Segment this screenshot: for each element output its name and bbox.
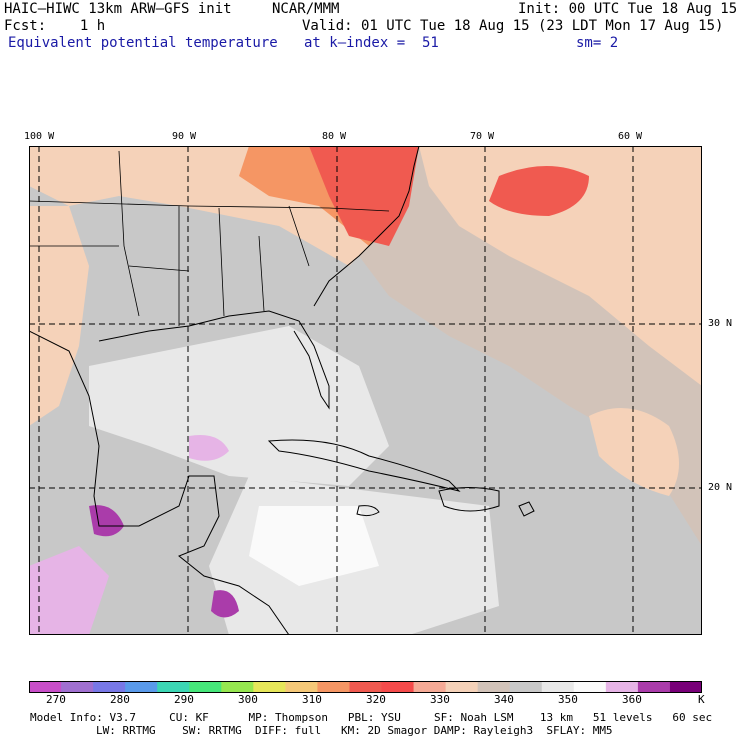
state-borders: [29, 150, 390, 326]
coastline-gulf-north: [98, 310, 330, 410]
lon-label-90w: 90 W: [172, 131, 197, 142]
map-frame: [29, 146, 702, 635]
colorbar-swatch: [61, 681, 94, 693]
colorbar-label-270: 270: [46, 693, 66, 706]
colorbar-swatch: [445, 681, 479, 693]
colorbar-swatch: [93, 681, 126, 693]
peach-region-atlantic: [419, 146, 702, 386]
lon-label-70w: 70 W: [470, 131, 495, 142]
colorbar: [29, 681, 702, 693]
colorbar-swatch: [349, 681, 383, 693]
purple-patch-mexico: [89, 505, 124, 537]
colorbar-label-310: 310: [302, 693, 322, 706]
colorbar-swatch: [157, 681, 190, 693]
colorbar-swatch: [541, 681, 575, 693]
colorbar-swatch: [125, 681, 158, 693]
model-info-line2: LW: RRTMG SW: RRTMG DIFF: full KM: 2D Sm…: [96, 724, 613, 737]
colorbar-swatch: [669, 681, 702, 693]
colorbar-label-350: 350: [558, 693, 578, 706]
init-time: Init: 00 UTC Tue 18 Aug 15: [518, 1, 738, 17]
graticule: [29, 146, 702, 635]
peach-region-texas: [29, 206, 89, 426]
colorbar-swatch: [189, 681, 222, 693]
organization: NCAR/MMM: [272, 1, 340, 17]
colorbar-label-340: 340: [494, 693, 514, 706]
colorbar-label-320: 320: [366, 693, 386, 706]
colorbar-swatch: [285, 681, 318, 693]
forecast-hour: Fcst: 1 h: [4, 18, 106, 34]
coastline-east: [313, 146, 420, 307]
colorbar-swatch: [413, 681, 447, 693]
colorbar-swatch: [29, 681, 62, 693]
colorbar-label-290: 290: [174, 693, 194, 706]
model-title: HAIC–HIWC 13km ARW–GFS init: [4, 1, 232, 17]
smoothing-label: sm= 2: [576, 35, 619, 51]
colorbar-label-300: 300: [238, 693, 258, 706]
coastline-gulf-central-america: [29, 330, 290, 635]
colorbar-swatch: [605, 681, 639, 693]
purple-patch-central-america: [211, 590, 239, 618]
colorbar-label-360: 360: [622, 693, 642, 706]
colorbar-swatch: [573, 681, 607, 693]
colorbar-label-330: 330: [430, 693, 450, 706]
lon-label-60w: 60 W: [618, 131, 643, 142]
model-info-line1: Model Info: V3.7 CU: KF MP: Thompson PBL…: [30, 711, 713, 724]
red-patch-atlantic: [489, 166, 589, 216]
cuba-outline: [267, 439, 461, 492]
colorbar-frame: [29, 681, 702, 693]
jamaica-outline: [356, 505, 380, 517]
colorbar-swatch: [381, 681, 415, 693]
lat-label-30n: 30 N: [708, 318, 733, 329]
colorbar-swatch: [253, 681, 286, 693]
colorbar-label-280: 280: [110, 693, 130, 706]
colorbar-swatch: [509, 681, 543, 693]
lon-label-100w: 100 W: [24, 131, 55, 142]
white-caribbean-patch: [249, 506, 379, 586]
lavender-patch-gulf: [189, 435, 229, 461]
valid-time: Valid: 01 UTC Tue 18 Aug 15 (23 LDT Mon …: [302, 18, 724, 34]
light-gulf-region: [89, 326, 389, 486]
colorbar-swatches: [29, 681, 702, 693]
colorbar-swatch: [637, 681, 671, 693]
lat-label-20n: 20 N: [708, 482, 733, 493]
field-name: Equivalent potential temperature: [8, 35, 278, 51]
colorbar-swatch: [477, 681, 511, 693]
colorbar-swatch: [221, 681, 254, 693]
lon-label-80w: 80 W: [322, 131, 347, 142]
puerto-rico-outline: [518, 501, 535, 517]
peach-patch-east: [589, 408, 679, 496]
colorbar-unit: K: [698, 693, 705, 706]
lavender-patch-pacific: [29, 546, 109, 635]
theta-e-map: [29, 146, 702, 635]
level-label: at k–index = 51: [304, 35, 439, 51]
colorbar-swatch: [317, 681, 350, 693]
